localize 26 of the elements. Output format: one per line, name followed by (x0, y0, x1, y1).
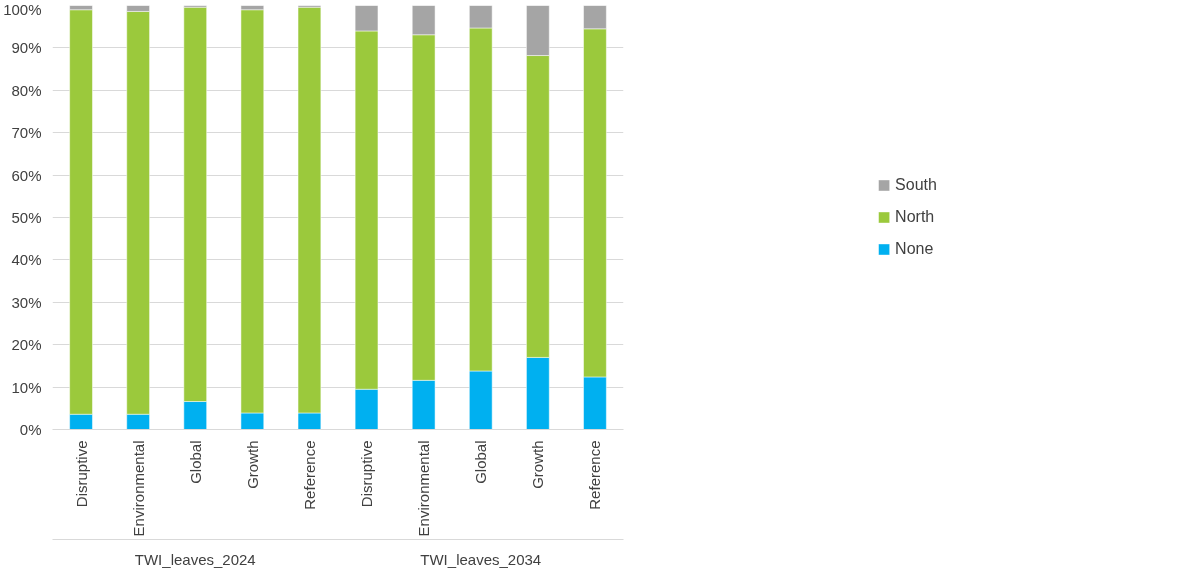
y-tick-label: 90% (11, 39, 42, 57)
x-tick-label: Growth (529, 440, 547, 489)
x-tick-label: Environmental (415, 440, 433, 537)
y-tick-label: 100% (3, 0, 42, 18)
text: TWI_leaves_2024 (134, 550, 256, 568)
x-tick-label: Environmental (129, 440, 147, 537)
x-tick-label: Disruptive (358, 440, 376, 508)
x-tick-label: Global (472, 440, 490, 484)
x-tick-label: Disruptive (72, 440, 90, 508)
y-tick-label: 20% (11, 336, 42, 354)
y-tick-label: 0% (19, 421, 42, 438)
y-tick-label: 10% (11, 378, 42, 396)
y-tick-label: 50% (11, 209, 42, 226)
x-tick-label: Reference (300, 440, 318, 510)
y-tick-label: 80% (11, 81, 42, 99)
y-tick-label: 60% (11, 166, 42, 184)
x-tick-label: Global (186, 440, 204, 484)
legend-label: None (895, 240, 934, 258)
y-tick-label: 40% (11, 251, 42, 269)
text: TWI_leaves_2034 (420, 550, 542, 568)
y-tick-label: 30% (11, 293, 42, 311)
x-tick-label: Reference (586, 440, 604, 510)
legend-label: North (895, 208, 935, 226)
y-tick-label: 70% (11, 124, 42, 142)
x-tick-label: Growth (243, 440, 261, 489)
legend-label: South (895, 176, 937, 194)
